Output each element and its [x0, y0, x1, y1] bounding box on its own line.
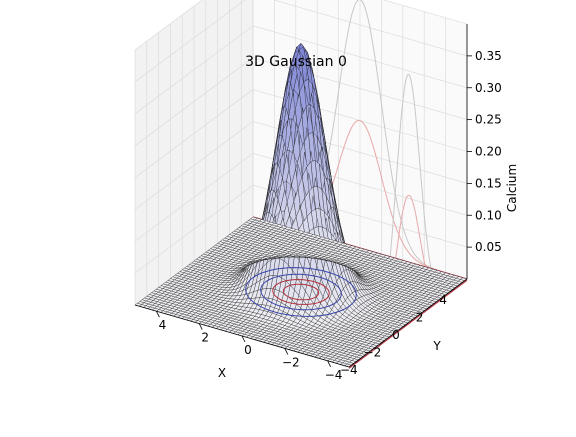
grid-line [134, 121, 468, 210]
y-tick-label: −4 [340, 363, 358, 377]
x-tick-label: 2 [201, 331, 209, 345]
grid-line [134, 25, 468, 115]
grid-line [134, 57, 468, 146]
chart-title: 3D Gaussian 0 [245, 54, 347, 70]
y-tick-label: 0 [392, 328, 400, 342]
y-tick-label: 4 [439, 293, 447, 307]
y-tick-label: 2 [416, 310, 424, 324]
y-tick-mark [426, 305, 432, 310]
x-tick-mark [198, 323, 203, 330]
y-tick-mark [402, 322, 409, 328]
x-tick-mark [156, 311, 160, 318]
x-tick-label: 4 [159, 318, 167, 332]
x-tick-mark [284, 348, 289, 355]
x-tick-label: −2 [282, 355, 300, 369]
x-axis-label: X [218, 366, 226, 380]
z-tick-label: 0.20 [475, 145, 502, 159]
x-tick-label: 0 [244, 343, 252, 357]
z-tick-label: 0.05 [475, 240, 502, 254]
y-tick-mark [449, 287, 456, 293]
x-tick-label: −4 [325, 368, 343, 382]
projection-base-y [348, 279, 468, 369]
x-tick-mark [327, 360, 331, 367]
y-axis-label: Y [432, 339, 441, 353]
x-tick-mark [241, 335, 246, 343]
tick-labels: −4 −2 0 2 4 −4 −2 0 2 4 0.05 0.10 0.15 0.20 0.25 0.30 0.… [156, 49, 502, 382]
gaussian-surface [134, 42, 468, 368]
z-tick-label: 0.15 [475, 176, 502, 190]
z-tick-label: 0.25 [475, 113, 502, 127]
y-tick-label: −2 [364, 346, 382, 360]
grid-line [134, 89, 468, 178]
z-tick-label: 0.30 [475, 81, 502, 95]
contour-line [245, 267, 357, 317]
contour-line [272, 279, 330, 305]
z-tick-label: 0.35 [475, 49, 502, 63]
contour-line [282, 283, 320, 301]
floor-contours [245, 267, 357, 317]
grid-line [134, 0, 468, 83]
z-axis-label: Calcium [505, 164, 519, 212]
contour-line [260, 273, 342, 311]
grid-line [134, 0, 468, 51]
y-tick-mark [379, 340, 385, 345]
z-tick-label: 0.10 [475, 208, 502, 222]
y-tick-mark [355, 357, 362, 363]
